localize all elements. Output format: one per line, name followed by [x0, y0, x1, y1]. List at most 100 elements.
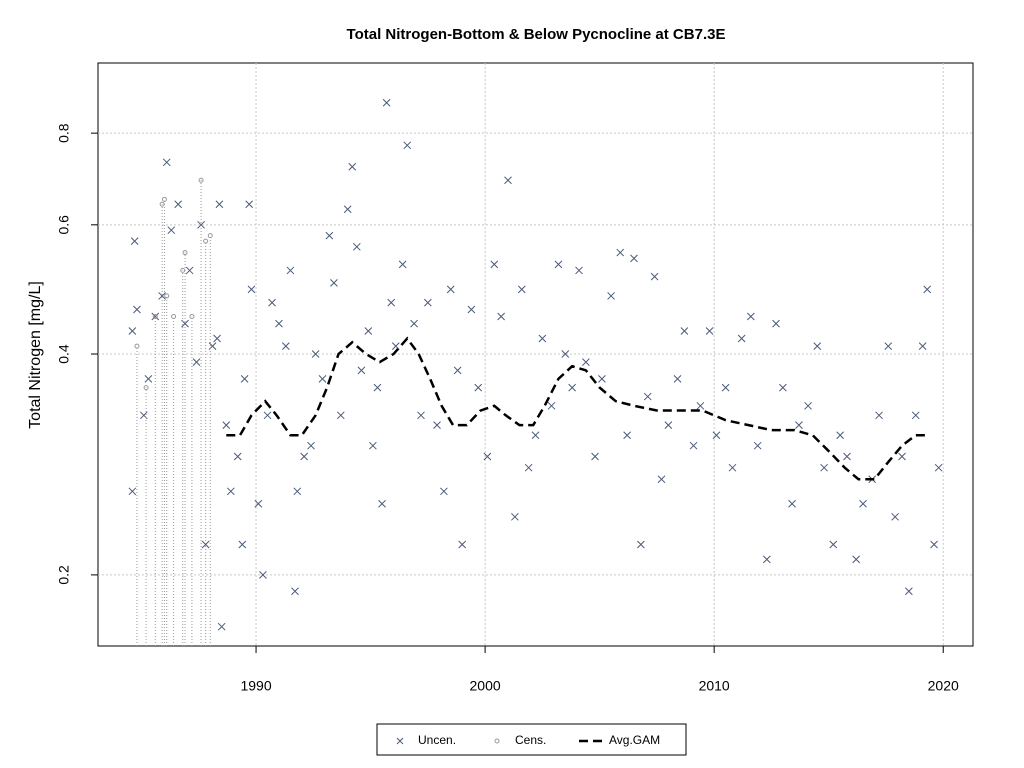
point [923, 285, 932, 294]
point [930, 540, 938, 549]
point [343, 205, 352, 214]
point [352, 242, 361, 251]
point [689, 441, 698, 450]
point [348, 162, 357, 171]
point [245, 200, 254, 209]
point [263, 411, 272, 420]
point [259, 571, 267, 579]
point [568, 383, 577, 392]
point [398, 260, 407, 269]
point [788, 499, 796, 508]
point [623, 431, 631, 440]
point [281, 342, 290, 351]
point [286, 266, 295, 275]
point [934, 463, 943, 472]
point [151, 312, 160, 321]
point [561, 350, 570, 358]
point [300, 452, 309, 461]
point [201, 540, 210, 549]
censored-point [203, 238, 209, 244]
point [291, 587, 299, 596]
point [616, 248, 625, 257]
point [531, 431, 540, 440]
point [410, 319, 418, 328]
point [268, 298, 276, 307]
y-tick-label: 0.4 [56, 344, 72, 364]
point [891, 512, 899, 521]
point [490, 260, 499, 269]
point [162, 158, 171, 167]
point [382, 98, 391, 107]
point [795, 421, 803, 429]
x-tick-label: 2000 [470, 678, 501, 694]
point [772, 319, 780, 328]
point [779, 383, 787, 392]
point [357, 366, 366, 375]
point [378, 499, 386, 508]
point [217, 622, 226, 631]
point [133, 305, 141, 314]
point [446, 285, 455, 294]
point [547, 401, 556, 410]
point [128, 487, 137, 496]
legend-box [376, 723, 687, 756]
point [650, 272, 659, 281]
point [875, 411, 883, 420]
point [607, 292, 615, 300]
point [504, 176, 512, 185]
point [643, 392, 652, 401]
point [254, 499, 263, 508]
point [483, 452, 492, 461]
point [373, 383, 382, 392]
chart-title: Total Nitrogen-Bottom & Below Pycnocline… [347, 26, 726, 43]
y-tick-label: 0.2 [56, 565, 72, 585]
censored-point [207, 233, 213, 239]
point [829, 540, 838, 549]
legend-symbol [396, 737, 404, 745]
point [497, 312, 505, 321]
point [918, 342, 927, 351]
point [582, 358, 590, 366]
point [226, 487, 235, 496]
point [538, 334, 547, 343]
point [403, 141, 412, 150]
point [167, 226, 176, 235]
point [440, 487, 448, 496]
point [852, 555, 861, 564]
point [458, 540, 467, 549]
point [728, 463, 737, 472]
legend-symbol [494, 738, 500, 744]
point [664, 421, 673, 429]
point [247, 285, 256, 294]
point [673, 375, 682, 383]
point [813, 342, 822, 351]
point [804, 401, 812, 410]
point [433, 421, 441, 429]
legend-label: Cens. [515, 733, 546, 747]
point [130, 237, 139, 246]
point [554, 260, 563, 269]
point [185, 266, 194, 275]
censored-point [143, 385, 149, 391]
point [238, 540, 247, 549]
point [762, 555, 771, 564]
point [705, 327, 714, 335]
censored-point [171, 313, 177, 319]
point [746, 312, 755, 321]
censored-point [134, 343, 140, 349]
point [820, 463, 828, 472]
point [575, 266, 583, 275]
point [233, 452, 242, 461]
point [591, 452, 599, 461]
point [680, 327, 689, 335]
point [128, 327, 137, 335]
point [524, 463, 533, 472]
point [311, 350, 320, 358]
point [391, 342, 400, 351]
point [325, 231, 334, 240]
censored-point [189, 313, 195, 319]
point [859, 499, 867, 508]
point [423, 298, 432, 307]
legend-label: Avg.GAM [609, 733, 660, 747]
